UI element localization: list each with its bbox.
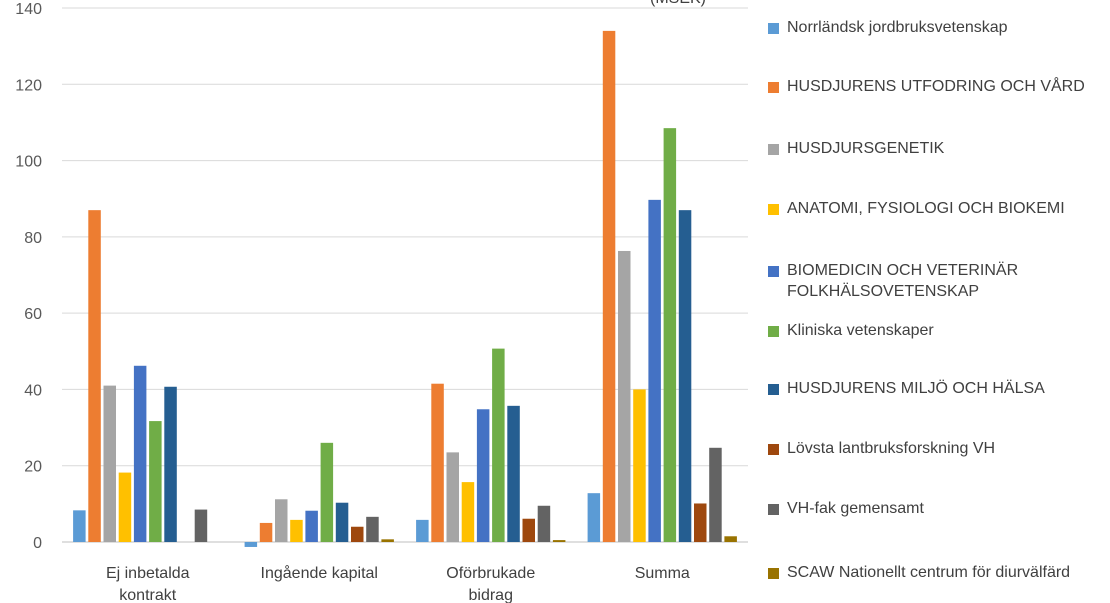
- legend-swatch: [768, 204, 779, 215]
- y-tick-label: 140: [15, 1, 42, 18]
- bar: [381, 539, 394, 542]
- legend-label: HUSDJURENS MILJÖ OCH HÄLSA: [787, 380, 1045, 397]
- bar: [709, 447, 722, 542]
- x-tick-label: Ingående kapital: [261, 564, 378, 582]
- bar: [275, 499, 288, 542]
- legend-swatch: [768, 384, 779, 395]
- legend-label: BIOMEDICIN OCH VETERINÄR FOLKHÄLSOVETENS…: [787, 262, 1019, 300]
- legend-swatch: [768, 266, 779, 277]
- bar: [194, 509, 208, 542]
- legend-label: VH-fak gemensamt: [787, 500, 924, 517]
- bar: [446, 452, 459, 542]
- y-tick-label: 80: [24, 230, 42, 247]
- legend-item: Kliniska vetenskaper: [768, 320, 1110, 341]
- legend-item: HUSDJURENS UTFODRING OCH VÅRD: [768, 76, 1110, 97]
- legend-label: HUSDJURSGENETIK: [787, 140, 945, 157]
- legend-swatch: [768, 504, 779, 515]
- legend-item: BIOMEDICIN OCH VETERINÄR FOLKHÄLSOVETENS…: [768, 260, 1110, 302]
- bar: [259, 522, 273, 542]
- y-tick-label: 20: [24, 459, 42, 476]
- bar: [335, 502, 349, 542]
- bar: [602, 30, 616, 543]
- legend-swatch: [768, 82, 779, 93]
- bar: [118, 472, 132, 542]
- legend-label: Lövsta lantbruksforskning VH: [787, 440, 996, 457]
- bar: [73, 510, 86, 542]
- legend-item: HUSDJURSGENETIK: [768, 138, 1110, 159]
- legend-label: Norrländsk jordbruksvetenskap: [787, 19, 1008, 36]
- legend-label: ANATOMI, FYSIOLOGI OCH BIOKEMI: [787, 200, 1065, 217]
- bar: [694, 503, 707, 542]
- legend-swatch: [768, 326, 779, 337]
- legend-label: Kliniska vetenskaper: [787, 322, 934, 339]
- bar: [149, 421, 162, 542]
- bar: [103, 385, 116, 542]
- bar: [618, 250, 631, 542]
- x-tick-label: Ej inbetalda kontrakt: [106, 565, 190, 603]
- legend-swatch: [768, 568, 779, 579]
- bar: [366, 516, 379, 542]
- bar: [290, 519, 303, 542]
- bar: [663, 128, 677, 542]
- bar: [351, 526, 364, 542]
- bar: [537, 505, 551, 542]
- bar: [587, 493, 601, 542]
- legend-item: VH-fak gemensamt: [768, 498, 1110, 519]
- legend-label: HUSDJURENS UTFODRING OCH VÅRD: [787, 78, 1085, 95]
- bar: [507, 405, 520, 542]
- bar: [305, 510, 318, 542]
- bar: [320, 442, 334, 542]
- bar: [492, 348, 505, 542]
- bar: [164, 386, 177, 542]
- bar: [724, 536, 737, 542]
- x-tick-label: Summa: [635, 565, 690, 582]
- chart-title: (MSEK): [650, 0, 706, 8]
- bar: [244, 542, 258, 547]
- legend-item: HUSDJURENS MILJÖ OCH HÄLSA: [768, 378, 1110, 399]
- bar: [133, 365, 147, 542]
- bar: [88, 210, 101, 542]
- legend-swatch: [768, 144, 779, 155]
- legend-item: SCAW Nationellt centrum för diurvälfärd: [768, 562, 1110, 583]
- bar: [633, 389, 646, 542]
- legend-item: ANATOMI, FYSIOLOGI OCH BIOKEMI: [768, 198, 1110, 219]
- legend-item: Norrländsk jordbruksvetenskap: [768, 17, 1110, 38]
- y-tick-label: 0: [33, 535, 42, 552]
- legend-label: SCAW Nationellt centrum för diurvälfärd: [787, 564, 1071, 581]
- y-tick-label: 60: [24, 306, 42, 323]
- bar: [431, 383, 444, 542]
- bar: [476, 409, 490, 542]
- legend-swatch: [768, 23, 779, 34]
- bar: [522, 518, 535, 542]
- bar-chart: 0 20 40 60 80 100 120 140 Ej inbetalda kontrakt In…: [15, 1, 748, 603]
- y-tick-label: 40: [24, 382, 42, 399]
- bar: [678, 210, 692, 542]
- y-tick-label: 120: [15, 77, 42, 94]
- y-tick-label: 100: [15, 154, 42, 171]
- legend-item: Lövsta lantbruksforskning VH: [768, 438, 1110, 459]
- bar: [461, 482, 475, 542]
- legend-swatch: [768, 444, 779, 455]
- x-tick-label: Oförbrukade bidrag: [446, 565, 535, 603]
- bar: [648, 199, 661, 542]
- bar: [416, 519, 429, 542]
- bar: [552, 540, 566, 542]
- chart-legend: Norrländsk jordbruksvetenskap HUSDJURENS …: [768, 0, 1110, 603]
